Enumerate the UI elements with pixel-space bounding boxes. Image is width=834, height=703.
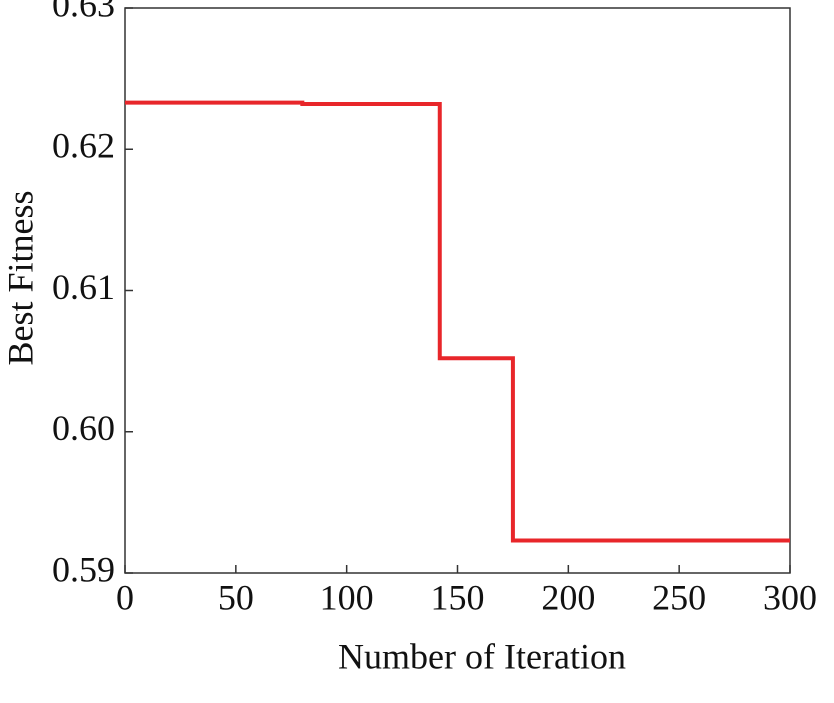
y-tick-label: 0.59 [52,549,115,589]
y-tick-label: 0.62 [52,126,115,166]
y-tick-label: 0.60 [52,408,115,448]
plot-frame [124,7,791,574]
x-tick-label: 150 [431,577,485,617]
y-axis-label: Best Fitness [0,190,40,365]
line-series [125,100,790,543]
x-tick-label: 250 [652,577,706,617]
y-tick-label: 0.61 [52,267,115,307]
x-tick-label: 0 [116,577,134,617]
y-tick-label: 0.63 [52,0,115,24]
x-tick-label: 300 [763,577,817,617]
x-tick-label: 100 [320,577,374,617]
x-axis-label: Number of Iteration [338,636,626,676]
x-tick-label: 50 [218,577,254,617]
x-tick-label: 200 [541,577,595,617]
